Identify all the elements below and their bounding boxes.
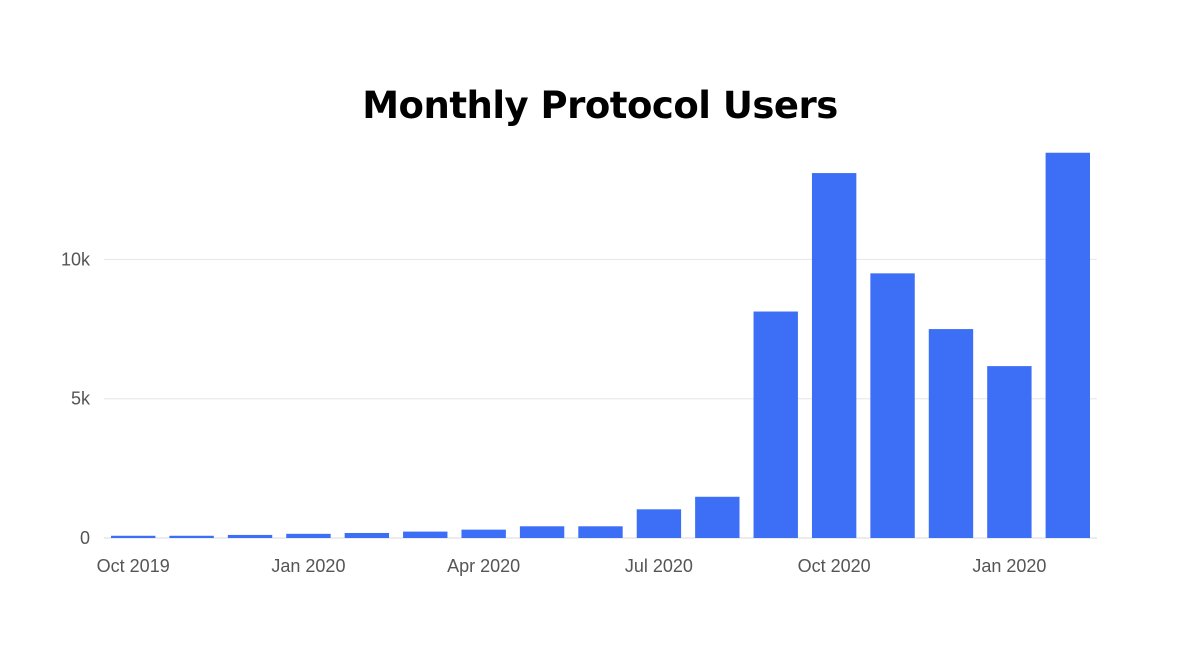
bar (578, 526, 623, 538)
bar (928, 329, 974, 538)
bar (636, 509, 682, 538)
x-tick-label: Jul 2020 (625, 556, 693, 576)
bar (811, 173, 857, 539)
bar (987, 366, 1032, 538)
y-tick-label: 0 (80, 528, 90, 548)
bar (870, 273, 915, 538)
y-tick-label: 5k (71, 389, 91, 409)
bar (1045, 152, 1090, 538)
x-tick-label: Oct 2020 (798, 556, 871, 576)
x-tick-label: Oct 2019 (97, 556, 170, 576)
bar (519, 526, 565, 538)
bar (753, 311, 798, 538)
x-tick-label: Jan 2020 (271, 556, 345, 576)
y-tick-label: 10k (61, 249, 91, 269)
bar (695, 496, 740, 538)
bar (169, 535, 214, 538)
y-axis-ticks: 0 5k 10k (61, 249, 91, 548)
x-axis-ticks: Oct 2019 Jan 2020 Apr 2020 Jul 2020 Oct 2020… (97, 556, 1047, 576)
bar (286, 533, 331, 538)
bar (111, 535, 156, 538)
bar (227, 534, 273, 538)
bar (461, 529, 506, 538)
x-tick-label: Apr 2020 (447, 556, 520, 576)
chart-title: Monthly Protocol Users (362, 84, 838, 127)
x-tick-label: Jan 2020 (972, 556, 1046, 576)
bars (111, 152, 1090, 539)
bar (344, 532, 390, 538)
bar (403, 531, 448, 538)
